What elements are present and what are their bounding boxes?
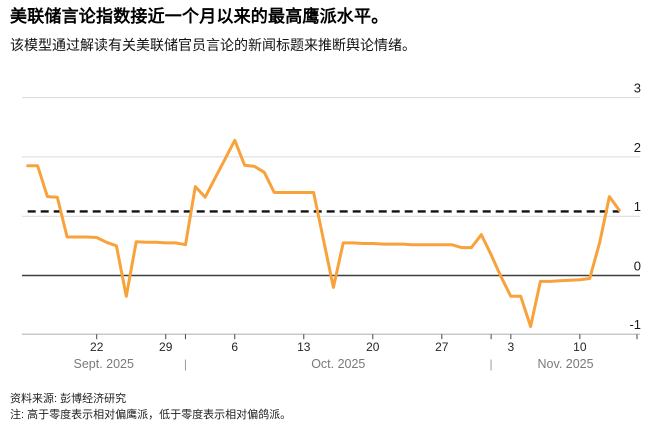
chart-subtitle: 该模型通过解读有关美联储官员言论的新闻标题来推断舆论情绪。: [10, 36, 416, 53]
x-tick-label: 3: [507, 340, 514, 354]
x-tick-label: 20: [366, 340, 380, 354]
y-axis-label: 2: [634, 140, 641, 155]
chart-title: 美联储言论指数接近一个月以来的最高鹰派水平。: [10, 7, 389, 26]
y-axis-label: 1: [634, 199, 641, 214]
source-note: 资料来源: 彭博经济研究: [10, 393, 127, 405]
y-axis-label: -1: [629, 317, 641, 332]
month-separator: |: [184, 357, 187, 371]
month-label: Nov. 2025: [538, 357, 594, 371]
x-tick-label: 6: [231, 340, 238, 354]
x-tick-label: 13: [297, 340, 311, 354]
y-axis-label: 3: [634, 81, 641, 96]
index-line: [26, 138, 621, 328]
x-tick-label: 27: [435, 340, 449, 354]
chart-header: 美联储言论指数接近一个月以来的最高鹰派水平。 该模型通过解读有关美联储官员言论的…: [10, 6, 659, 54]
x-tick-label: 22: [90, 340, 104, 354]
month-label: Oct. 2025: [311, 357, 365, 371]
y-axis-label: 0: [634, 259, 641, 274]
month-separator: |: [490, 357, 493, 371]
methodology-note: 注: 高于零度表示相对偏鹰派，低于零度表示相对偏鸽派。: [10, 408, 292, 421]
month-label: Sept. 2025: [73, 357, 134, 371]
chart-footer: 资料来源: 彭博经济研究 注: 高于零度表示相对偏鹰派，低于零度表示相对偏鸽派。: [10, 392, 291, 423]
x-tick-label: 10: [573, 340, 587, 354]
x-tick-label: 29: [159, 340, 173, 354]
